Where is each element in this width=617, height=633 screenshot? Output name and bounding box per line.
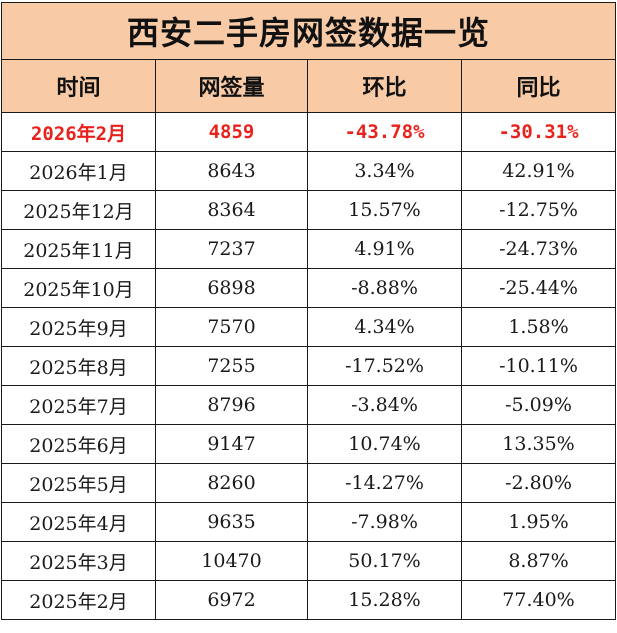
title-row: 西安二手房网签数据一览 bbox=[0, 2, 617, 60]
cell-year-over-year: -2.80% bbox=[460, 463, 617, 503]
cell-year-over-year: -12.75% bbox=[460, 190, 617, 230]
cell-year-over-year: -25.44% bbox=[460, 268, 617, 308]
cell-period: 2025年9月 bbox=[1, 307, 156, 347]
table-row: 2025年5月 8260 -14.27% -2.80% bbox=[1, 463, 617, 503]
header-period: 时间 bbox=[1, 59, 156, 113]
cell-period: 2025年4月 bbox=[1, 502, 156, 542]
cell-month-over-month: -43.78% bbox=[307, 112, 462, 152]
cell-signed-volume: 7570 bbox=[155, 307, 308, 347]
cell-month-over-month: 4.91% bbox=[307, 229, 462, 269]
table-row: 2025年9月 7570 4.34% 1.58% bbox=[1, 307, 617, 347]
table-row: 2025年8月 7255 -17.52% -10.11% bbox=[1, 346, 617, 386]
table-row: 2025年7月 8796 -3.84% -5.09% bbox=[1, 385, 617, 425]
table-row: 2025年4月 9635 -7.98% 1.95% bbox=[1, 502, 617, 542]
cell-signed-volume: 8643 bbox=[155, 151, 308, 191]
cell-signed-volume: 6898 bbox=[155, 268, 308, 308]
cell-year-over-year: 42.91% bbox=[460, 151, 617, 191]
cell-period: 2025年5月 bbox=[1, 463, 156, 503]
cell-period: 2025年12月 bbox=[1, 190, 156, 230]
table-row: 2025年10月 6898 -8.88% -25.44% bbox=[1, 268, 617, 308]
table-title: 西安二手房网签数据一览 bbox=[0, 2, 617, 60]
cell-month-over-month: 10.74% bbox=[307, 424, 462, 464]
cell-signed-volume: 7255 bbox=[155, 346, 308, 386]
cell-period: 2025年3月 bbox=[1, 541, 156, 581]
cell-month-over-month: 15.57% bbox=[307, 190, 462, 230]
cell-period: 2025年10月 bbox=[1, 268, 156, 308]
header-month-over-month: 环比 bbox=[307, 59, 462, 113]
cell-period: 2025年7月 bbox=[1, 385, 156, 425]
cell-year-over-year: 77.40% bbox=[460, 580, 617, 620]
cell-signed-volume: 8260 bbox=[155, 463, 308, 503]
cell-signed-volume: 8796 bbox=[155, 385, 308, 425]
header-year-over-year: 同比 bbox=[460, 59, 617, 113]
cell-period: 2026年2月 bbox=[1, 112, 156, 152]
cell-year-over-year: 1.95% bbox=[460, 502, 617, 542]
cell-year-over-year: -5.09% bbox=[460, 385, 617, 425]
cell-period: 2025年6月 bbox=[1, 424, 156, 464]
cell-month-over-month: 4.34% bbox=[307, 307, 462, 347]
cell-signed-volume: 6972 bbox=[155, 580, 308, 620]
table-row: 2025年2月 6972 15.28% 77.40% bbox=[1, 580, 617, 620]
cell-year-over-year: -10.11% bbox=[460, 346, 617, 386]
signing-data-table: 西安二手房网签数据一览 时间 网签量 环比 同比 2026年2月 4859 -4… bbox=[0, 2, 617, 620]
cell-month-over-month: 15.28% bbox=[307, 580, 462, 620]
cell-month-over-month: -3.84% bbox=[307, 385, 462, 425]
cell-year-over-year: 1.58% bbox=[460, 307, 617, 347]
cell-period: 2026年1月 bbox=[1, 151, 156, 191]
cell-period: 2025年11月 bbox=[1, 229, 156, 269]
cell-month-over-month: -8.88% bbox=[307, 268, 462, 308]
cell-year-over-year: -24.73% bbox=[460, 229, 617, 269]
table-row-latest: 2026年2月 4859 -43.78% -30.31% bbox=[1, 112, 617, 152]
table-row: 2026年1月 8643 3.34% 42.91% bbox=[1, 151, 617, 191]
cell-year-over-year: 13.35% bbox=[460, 424, 617, 464]
cell-period: 2025年8月 bbox=[1, 346, 156, 386]
cell-period: 2025年2月 bbox=[1, 580, 156, 620]
cell-signed-volume: 7237 bbox=[155, 229, 308, 269]
cell-signed-volume: 9147 bbox=[155, 424, 308, 464]
cell-month-over-month: -14.27% bbox=[307, 463, 462, 503]
header-row: 时间 网签量 环比 同比 bbox=[1, 59, 617, 113]
table-row: 2025年6月 9147 10.74% 13.35% bbox=[1, 424, 617, 464]
cell-signed-volume: 10470 bbox=[155, 541, 308, 581]
cell-signed-volume: 4859 bbox=[155, 112, 308, 152]
cell-year-over-year: -30.31% bbox=[460, 112, 617, 152]
cell-signed-volume: 8364 bbox=[155, 190, 308, 230]
table-row: 2025年12月 8364 15.57% -12.75% bbox=[1, 190, 617, 230]
table-row: 2025年3月 10470 50.17% 8.87% bbox=[1, 541, 617, 581]
cell-month-over-month: 50.17% bbox=[307, 541, 462, 581]
cell-signed-volume: 9635 bbox=[155, 502, 308, 542]
cell-month-over-month: -17.52% bbox=[307, 346, 462, 386]
cell-month-over-month: -7.98% bbox=[307, 502, 462, 542]
header-signed-volume: 网签量 bbox=[155, 59, 308, 113]
cell-month-over-month: 3.34% bbox=[307, 151, 462, 191]
cell-year-over-year: 8.87% bbox=[460, 541, 617, 581]
table-row: 2025年11月 7237 4.91% -24.73% bbox=[1, 229, 617, 269]
